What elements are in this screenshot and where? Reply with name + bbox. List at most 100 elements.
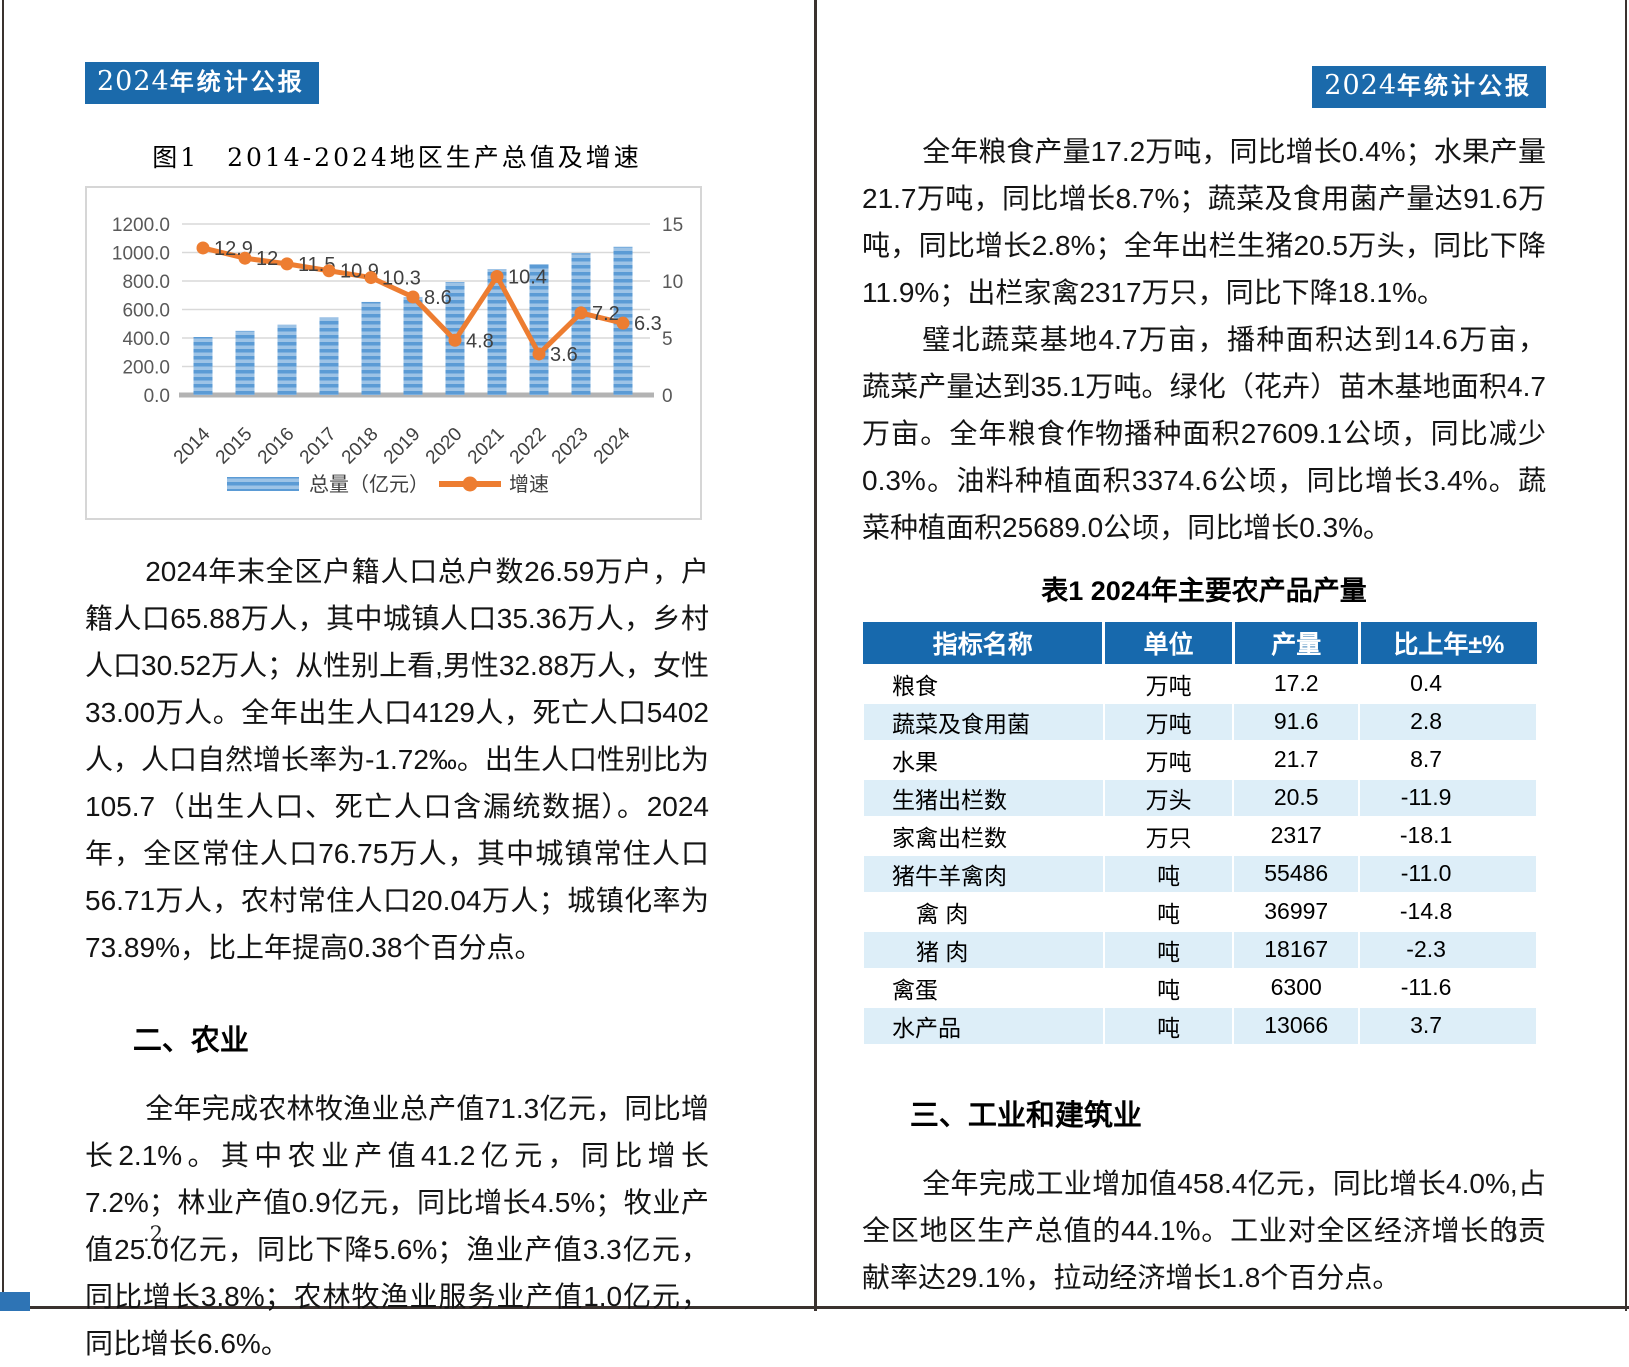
unit: 万只 [1102, 815, 1235, 856]
unit: 吨 [1102, 967, 1235, 1008]
svg-text:10.4: 10.4 [508, 266, 547, 288]
column-header: 产量 [1233, 621, 1361, 665]
svg-text:2020: 2020 [422, 423, 467, 468]
output-value: 17.2 [1232, 663, 1361, 704]
page-right: 2024年统计公报 全年粮食产量17.2万吨，同比增长0.4%；水果产量21.7… [862, 66, 1546, 1301]
indicator-name: 禽 肉 [862, 891, 1105, 932]
para-industry: 全年完成工业增加值458.4亿元，同比增长4.0%,占全区地区生产总值的44.1… [862, 1167, 1546, 1293]
output-value: 6300 [1232, 967, 1361, 1008]
scan-edge-bottom [0, 1306, 1629, 1309]
table-row: 禽蛋吨 6300 -11.6 [862, 967, 1538, 1008]
unit: 万头 [1102, 777, 1235, 818]
output-value: 55486 [1232, 853, 1361, 894]
para-vegetable-base: 璧北蔬菜基地4.7万亩，播种面积达到14.6万亩，蔬菜产量达到35.1万吨。绿化… [862, 323, 1546, 543]
indicator-name: 蔬菜及食用菌 [862, 701, 1105, 742]
para-population: 2024年末全区户籍人口总户数26.59万户，户籍人口65.88万人，其中城镇人… [85, 555, 709, 963]
svg-text:4.8: 4.8 [466, 330, 494, 352]
svg-text:2015: 2015 [212, 423, 257, 468]
table-title: 表1 2024年主要农产品产量 [1041, 575, 1367, 606]
products-table: 指标名称 单位 产量 比上年±% 粮食 万吨 17.2 0.4 蔬菜及食用菌 万吨 91.6 2.8… [862, 621, 1538, 1046]
indicator-name: 水果 [862, 739, 1105, 780]
badge-title: 年统计公报 [1397, 73, 1532, 100]
indicator-name: 禽蛋 [862, 967, 1105, 1008]
table-row: 生猪出栏数 万头 20.5 -11.9 [862, 777, 1538, 818]
heading-industry: 三、工业和建筑业 [909, 1099, 1142, 1132]
svg-text:400.0: 400.0 [122, 329, 170, 350]
column-header: 单位 [1103, 621, 1235, 665]
yoy-value: 3.7 [1358, 1005, 1538, 1046]
badge-year: 2024 [97, 66, 170, 97]
unit: 万吨 [1102, 701, 1235, 742]
badge-year: 2024 [1324, 70, 1397, 101]
table-row: 水果 万吨 21.7 8.7 [862, 739, 1538, 780]
indicator-name: 猪牛羊禽肉 [862, 853, 1105, 894]
svg-text:2014: 2014 [170, 423, 215, 468]
svg-text:5: 5 [662, 329, 673, 350]
svg-text:2021: 2021 [464, 423, 509, 468]
svg-text:2024: 2024 [590, 423, 635, 468]
scan-edge-left [2, 0, 4, 1311]
badge-title: 年统计公报 [169, 69, 305, 96]
table-row: 水产品吨 13066 3.7 [862, 1005, 1538, 1046]
svg-text:600.0: 600.0 [122, 300, 170, 321]
svg-text:12: 12 [256, 248, 278, 270]
header-badge-right-row: 2024年统计公报 [862, 66, 1546, 108]
yoy-value: -11.6 [1358, 967, 1538, 1008]
header-row: 指标名称 单位 产量 比上年±% [863, 621, 1537, 665]
products-table-body: 粮食 万吨 17.2 0.4 蔬菜及食用菌 万吨 91.6 2.8 水果 万吨 21.7 8.7 生猪出… [862, 663, 1538, 1046]
svg-text:8.6: 8.6 [424, 287, 452, 309]
unit: 吨 [1102, 853, 1235, 894]
page-number-left: .2. [143, 1222, 170, 1246]
table-row: 禽 肉吨 36997 -14.8 [862, 891, 1538, 932]
svg-text:10.3: 10.3 [382, 267, 421, 289]
yoy-value: -11.0 [1358, 853, 1538, 894]
yoy-value: -11.9 [1358, 777, 1538, 818]
gdp-chart: 0.0 200.0 400.0 600.0 800.0 1000.0 1200.0 0 5 10 1… [85, 185, 702, 520]
gdp-chart-svg: 0.0 200.0 400.0 600.0 800.0 1000.0 1200.0 0 5 10 1… [112, 215, 683, 496]
table-row: 粮食 万吨 17.2 0.4 [862, 663, 1538, 704]
para-grain-output: 全年粮食产量17.2万吨，同比增长0.4%；水果产量21.7万吨，同比增长8.7… [862, 135, 1546, 308]
corner-decoration [0, 1292, 30, 1311]
page-divider [814, 0, 817, 1311]
table-row: 蔬菜及食用菌 万吨 91.6 2.8 [862, 701, 1538, 742]
para-agriculture: 全年完成农林牧渔业总产值71.3亿元，同比增长2.1%。其中农业产值41.2亿元… [85, 1092, 709, 1359]
svg-text:2016: 2016 [254, 423, 299, 468]
figure-title: 图1 2014-2024地区生产总值及增速 [152, 142, 642, 172]
output-value: 91.6 [1232, 701, 1361, 742]
table-row: 猪 肉吨 18167 -2.3 [862, 929, 1538, 970]
indicator-name: 生猪出栏数 [862, 777, 1105, 818]
products-table-head: 指标名称 单位 产量 比上年±% [863, 621, 1537, 665]
svg-text:0.0: 0.0 [144, 386, 170, 407]
svg-text:10: 10 [662, 272, 683, 293]
indicator-name: 家禽出栏数 [862, 815, 1105, 856]
unit: 万吨 [1102, 663, 1235, 704]
svg-text:1200.0: 1200.0 [112, 215, 170, 236]
svg-text:2018: 2018 [338, 423, 383, 468]
table-row: 家禽出栏数 万只 2317 -18.1 [862, 815, 1538, 856]
header-badge-left: 2024年统计公报 [85, 62, 319, 104]
unit: 万吨 [1102, 739, 1235, 780]
unit: 吨 [1102, 929, 1235, 970]
output-value: 18167 [1232, 929, 1361, 970]
indicator-name: 猪 肉 [862, 929, 1105, 970]
svg-text:2017: 2017 [296, 423, 341, 468]
indicator-name: 水产品 [862, 1005, 1105, 1046]
yoy-value: -2.3 [1358, 929, 1538, 970]
svg-text:2023: 2023 [548, 423, 593, 468]
svg-text:2019: 2019 [380, 423, 425, 468]
unit: 吨 [1102, 891, 1235, 932]
header-badge-right: 2024年统计公报 [1312, 66, 1546, 108]
output-value: 13066 [1232, 1005, 1361, 1046]
yoy-value: -14.8 [1358, 891, 1538, 932]
output-value: 36997 [1232, 891, 1361, 932]
page-left: 2024年统计公报 图1 2014-2024地区生产总值及增速 0.0 200.0… [85, 62, 709, 1367]
svg-text:总量（亿元）: 总量（亿元） [309, 473, 429, 496]
indicator-name: 粮食 [862, 663, 1105, 704]
yoy-value: 2.8 [1358, 701, 1538, 742]
output-value: 21.7 [1232, 739, 1361, 780]
output-value: 20.5 [1232, 777, 1361, 818]
yoy-value: 0.4 [1358, 663, 1538, 704]
svg-text:7.2: 7.2 [592, 303, 620, 325]
svg-text:增速: 增速 [509, 473, 549, 496]
yoy-value: 8.7 [1358, 739, 1538, 780]
